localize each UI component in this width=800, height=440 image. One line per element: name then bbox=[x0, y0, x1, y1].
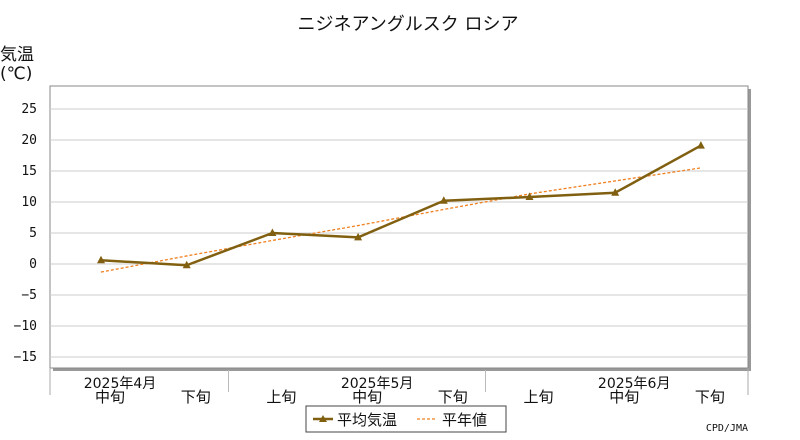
month-label: 2025年6月 bbox=[598, 376, 671, 392]
y-tick-label: −15 bbox=[14, 350, 37, 365]
series-group bbox=[97, 141, 705, 273]
legend-marker-avg bbox=[319, 415, 327, 422]
x-axis: 中旬 下旬 上旬 中旬 下旬 上旬 中旬 下旬 2025年4月 2025年5月 2025年6月 bbox=[49, 368, 749, 406]
data-point-avg bbox=[354, 232, 363, 241]
legend-label-normal: 平年値 bbox=[442, 411, 487, 429]
plot-area bbox=[49, 85, 749, 369]
legend: 平均気温 平年値 bbox=[305, 405, 507, 433]
y-tick-label: 0 bbox=[29, 257, 37, 272]
x-tick-label: 上旬 bbox=[266, 388, 296, 406]
y-tick-label: 5 bbox=[29, 226, 37, 241]
legend-label-avg: 平均気温 bbox=[337, 411, 397, 429]
x-tick-label: 上旬 bbox=[523, 388, 553, 406]
y-tick-labels: 25 20 15 10 5 0 −5 −10 −15 bbox=[14, 102, 37, 365]
y-tick-label: 20 bbox=[21, 133, 37, 148]
series-line-normal bbox=[100, 167, 701, 273]
x-tick-label: 下旬 bbox=[181, 388, 211, 406]
data-point-avg bbox=[611, 188, 620, 196]
y-axis-label: 気温 bbox=[0, 45, 34, 65]
chart-title: ニジネアングルスク ロシア bbox=[297, 14, 518, 35]
x-tick-label: 中旬 bbox=[352, 388, 382, 406]
y-axis-unit: (℃) bbox=[0, 64, 32, 84]
series-line-avg bbox=[100, 144, 702, 267]
data-point-avg bbox=[439, 196, 448, 204]
data-point-avg bbox=[268, 228, 277, 236]
y-tick-label: 15 bbox=[21, 164, 37, 179]
x-tick-label: 中旬 bbox=[95, 388, 125, 406]
data-point-avg bbox=[182, 260, 191, 269]
data-point-avg bbox=[525, 192, 534, 201]
month-label: 2025年4月 bbox=[84, 376, 157, 392]
y-tick-label: −5 bbox=[21, 288, 37, 303]
x-tick-label: 中旬 bbox=[609, 388, 639, 406]
x-tick-label: 下旬 bbox=[695, 388, 725, 406]
month-label: 2025年5月 bbox=[341, 376, 414, 392]
y-tick-label: 10 bbox=[21, 195, 37, 210]
y-tick-label: 25 bbox=[21, 102, 37, 117]
credit: CPD/JMA bbox=[706, 423, 748, 434]
data-point-avg bbox=[97, 255, 105, 264]
y-tick-label: −10 bbox=[14, 319, 37, 334]
x-tick-label: 下旬 bbox=[438, 388, 468, 406]
legend-box bbox=[305, 405, 507, 433]
data-point-avg bbox=[696, 141, 705, 149]
